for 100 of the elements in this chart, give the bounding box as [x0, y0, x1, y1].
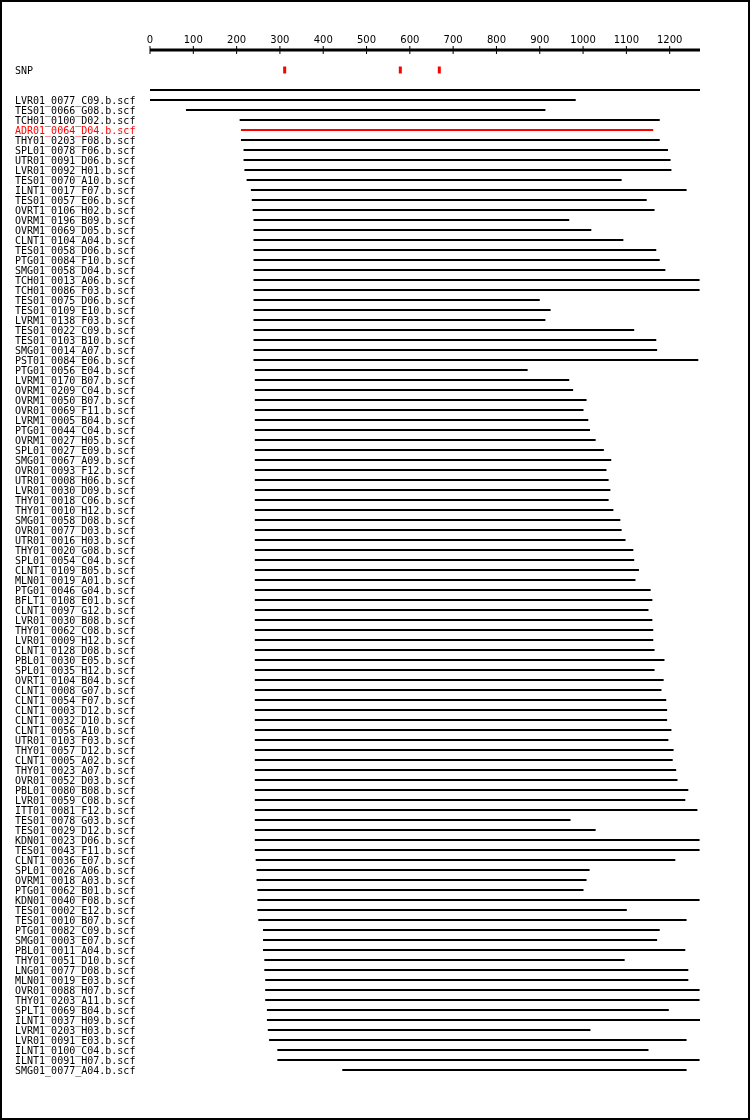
y-tick-label: THY01_0020_G08.b.scf — [15, 545, 136, 557]
bar — [263, 939, 658, 941]
y-tick-label: OVRM1_0027_H05.b.scf — [15, 435, 136, 447]
bar — [254, 829, 596, 831]
bar — [254, 749, 674, 751]
y-tick-label: THY01_0051_D10.b.scf — [15, 955, 136, 967]
y-tick-label: MLN01_0019_A01.b.scf — [15, 575, 136, 587]
y-tick-label: SNP — [15, 65, 34, 76]
y-tick-label: SPL01_0054_C04.b.scf — [15, 555, 136, 567]
bar — [254, 809, 698, 811]
y-tick-label: TES01_0002_E12.b.scf — [15, 905, 136, 917]
y-tick-label: OVRM1_0209_C04.b.scf — [15, 385, 136, 397]
bar — [253, 239, 624, 241]
y-tick-label: SPL01_0027_E09.b.scf — [15, 445, 136, 457]
bar — [267, 1029, 591, 1031]
x-tick-label: 600 — [400, 34, 420, 45]
bar — [253, 279, 700, 281]
bar — [253, 249, 657, 251]
bar — [254, 439, 596, 441]
bar — [263, 929, 660, 931]
bar — [250, 189, 687, 191]
bar — [254, 629, 654, 631]
y-tick-label: LVRM1_0005_B04.b.scf — [15, 415, 136, 427]
bar — [254, 409, 584, 411]
bar — [254, 709, 668, 711]
y-tick-label: UTR01_0008_H06.b.scf — [15, 475, 136, 487]
bar — [254, 389, 574, 391]
bar — [254, 799, 686, 801]
y-tick-label: OVRM1_0018_A03.b.scf — [15, 875, 136, 887]
y-tick-label: OVR01_0088_H07.b.scf — [15, 985, 136, 997]
bar — [253, 359, 699, 361]
y-tick-label: CLNT1_0054_F07.b.scf — [15, 695, 136, 707]
bar — [254, 589, 651, 591]
y-tick-label: THY01_0203_F08.b.scf — [15, 135, 136, 147]
y-tick-label: THY01_0010_H12.b.scf — [15, 505, 136, 517]
y-tick-label: CLNT1_0104_A04.b.scf — [15, 235, 136, 247]
bar — [244, 169, 672, 171]
bar — [254, 469, 607, 471]
x-tick-label: 400 — [313, 34, 333, 45]
bar — [254, 449, 604, 451]
bar — [253, 319, 546, 321]
bar — [254, 739, 669, 741]
y-tick-label: MLN01_0019_E03.b.scf — [15, 975, 136, 987]
x-tick-label: 700 — [443, 34, 463, 45]
y-tick-label: LVRM1_0138_F03.b.scf — [15, 315, 136, 327]
y-tick-label: UTR01_0091_D06.b.scf — [15, 155, 136, 167]
bar — [251, 199, 647, 201]
bar — [277, 1059, 700, 1061]
bar — [254, 839, 700, 841]
y-tick-label: KDN01_0040_F08.b.scf — [15, 895, 136, 907]
y-tick-label: SPL01_0035_H12.b.scf — [15, 665, 136, 677]
y-tick-label: SMG01_0067_A09.b.scf — [15, 455, 136, 467]
y-tick-label: CLNT1_0036_E07.b.scf — [15, 855, 136, 867]
bar — [254, 689, 662, 691]
y-tick-label: TES01_0057_E06.b.scf — [15, 195, 136, 207]
y-tick-label: CLNT1_0109_B05.b.scf — [15, 565, 136, 577]
bar — [254, 569, 639, 571]
bar — [254, 699, 667, 701]
bar — [254, 849, 700, 851]
y-tick-label: ILNT1_0091_H07.b.scf — [15, 1055, 136, 1067]
y-tick-label: THY01_0057_D12.b.scf — [15, 745, 136, 757]
bar — [252, 209, 655, 211]
y-tick-label: UTR01_0016_H03.b.scf — [15, 535, 136, 547]
y-tick-label: OVRT1_0104_B04.b.scf — [15, 675, 136, 687]
bar — [254, 489, 611, 491]
bar — [254, 519, 621, 521]
y-tick-label: ILNT1_0100_C04.b.scf — [15, 1045, 136, 1057]
bar — [240, 129, 654, 131]
bar — [264, 969, 689, 971]
bar — [253, 299, 540, 301]
y-tick-label: PBL01_0011_A04.b.scf — [15, 945, 136, 957]
bar — [253, 289, 700, 291]
bar — [266, 1019, 700, 1021]
y-tick-label: THY01_0203_A11.b.scf — [15, 995, 136, 1007]
y-tick-label: SMG01_0014_A07.b.scf — [15, 345, 136, 357]
bar — [258, 919, 687, 921]
y-tick-label: SMG01_0058_D04.b.scf — [15, 265, 136, 277]
x-tick-label: 0 — [146, 34, 154, 45]
bar — [253, 269, 666, 271]
y-tick-label: TES01_0058_D06.b.scf — [15, 245, 136, 257]
bar — [254, 769, 677, 771]
bar — [342, 1069, 687, 1071]
bar — [253, 339, 657, 341]
y-tick-label: PTG01_0062_B01.b.scf — [15, 885, 136, 897]
y-tick-label: TES01_0075_D06.b.scf — [15, 295, 136, 307]
bar — [254, 639, 654, 641]
y-tick-label: TES01_0066_G08.b.scf — [15, 105, 136, 117]
y-tick-label: BFLT1_0108_E01.b.scf — [15, 595, 136, 607]
y-tick-label: THY01_0062_C08.b.scf — [15, 625, 136, 637]
bar — [265, 979, 689, 981]
bar — [150, 89, 700, 91]
y-tick-label: LVR01_0009_H12.b.scf — [15, 635, 136, 647]
y-tick-label: CLNT1_0097_G12.b.scf — [15, 605, 136, 617]
y-tick-label: TES01_0070_A10.b.scf — [15, 175, 136, 187]
x-tick-label: 100 — [183, 34, 203, 45]
bar — [254, 419, 589, 421]
bar — [254, 599, 653, 601]
y-tick-label: TES01_0078_G03.b.scf — [15, 815, 136, 827]
x-tick-label: 1200 — [656, 34, 683, 45]
y-tick-label: OVRM1_0069_D05.b.scf — [15, 225, 136, 237]
